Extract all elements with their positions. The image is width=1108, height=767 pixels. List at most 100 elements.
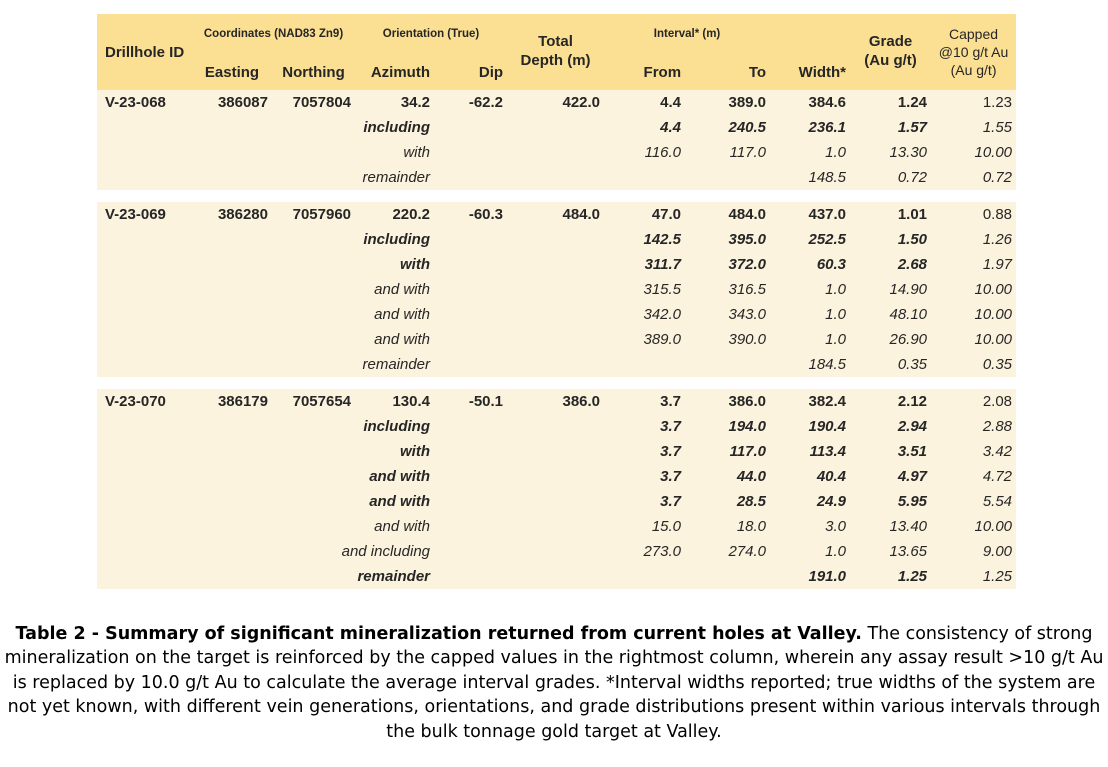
cell-interval-label: and with (97, 302, 435, 327)
cell-dip-empty (434, 564, 508, 589)
cell-dip-empty (434, 227, 508, 252)
cell-to: 390.0 (685, 327, 771, 352)
cell-from: 47.0 (604, 202, 686, 227)
group-spacer-row (97, 190, 1017, 202)
cell-drillhole-id: V-23-070 (97, 389, 192, 414)
interval-sub-row: with 116.0 117.0 1.0 13.30 10.00 (97, 140, 1017, 165)
caption-bold-text: Table 2 - Summary of significant mineral… (15, 623, 862, 644)
cell-dip-empty (434, 302, 508, 327)
cell-easting: 386179 (192, 389, 272, 414)
interval-sub-row: and including 273.0 274.0 1.0 13.65 9.00 (97, 539, 1017, 564)
table-body: V-23-068 386087 7057804 34.2 -62.2 422.0 4.4 38… (97, 90, 1017, 589)
interval-sub-row: and with 389.0 390.0 1.0 26.90 10.00 (97, 327, 1017, 352)
cell-from: 3.7 (604, 464, 686, 489)
cell-from: 116.0 (604, 140, 686, 165)
cell-to (685, 165, 771, 190)
header-capped: Capped @10 g/t Au (Au g/t) (931, 14, 1017, 90)
header-width-spacer (770, 14, 851, 54)
cell-width: 384.6 (770, 90, 851, 115)
cell-total-depth: 422.0 (507, 90, 605, 115)
cell-from (604, 165, 686, 190)
cell-dip-empty (434, 327, 508, 352)
cell-capped: 0.88 (931, 202, 1017, 227)
cell-capped: 0.35 (931, 352, 1017, 377)
cell-interval-label: and with (97, 489, 435, 514)
cell-capped: 2.08 (931, 389, 1017, 414)
header-azimuth: Azimuth (355, 54, 435, 90)
cell-azimuth: 130.4 (355, 389, 435, 414)
cell-width: 1.0 (770, 302, 851, 327)
cell-from: 15.0 (604, 514, 686, 539)
cell-dip: -50.1 (434, 389, 508, 414)
cell-total-depth: 386.0 (507, 389, 605, 414)
cell-drillhole-id: V-23-069 (97, 202, 192, 227)
cell-capped: 10.00 (931, 514, 1017, 539)
cell-width: 148.5 (770, 165, 851, 190)
cell-to: 316.5 (685, 277, 771, 302)
cell-width: 3.0 (770, 514, 851, 539)
cell-width: 184.5 (770, 352, 851, 377)
interval-sub-row: including 142.5 395.0 252.5 1.50 1.26 (97, 227, 1017, 252)
cell-interval-label: and with (97, 277, 435, 302)
cell-capped: 1.26 (931, 227, 1017, 252)
cell-to: 372.0 (685, 252, 771, 277)
cell-depth-empty (507, 140, 605, 165)
cell-width: 236.1 (770, 115, 851, 140)
cell-grade: 1.01 (850, 202, 932, 227)
cell-azimuth: 34.2 (355, 90, 435, 115)
spacer-cell (97, 377, 1017, 389)
cell-width: 1.0 (770, 539, 851, 564)
drillhole-main-row: V-23-070 386179 7057654 130.4 -50.1 386.0 3.7 3… (97, 389, 1017, 414)
cell-drillhole-id: V-23-068 (97, 90, 192, 115)
cell-capped: 0.72 (931, 165, 1017, 190)
cell-depth-empty (507, 227, 605, 252)
caption-body-text: The consistency of strong mineralization… (4, 623, 1104, 742)
cell-depth-empty (507, 489, 605, 514)
cell-capped: 2.88 (931, 414, 1017, 439)
cell-total-depth: 484.0 (507, 202, 605, 227)
cell-interval-label: with (97, 439, 435, 464)
cell-from: 315.5 (604, 277, 686, 302)
cell-grade: 2.94 (850, 414, 932, 439)
cell-grade: 1.24 (850, 90, 932, 115)
cell-dip-empty (434, 489, 508, 514)
cell-interval-label: remainder (97, 165, 435, 190)
cell-grade: 2.12 (850, 389, 932, 414)
cell-depth-empty (507, 539, 605, 564)
cell-to: 44.0 (685, 464, 771, 489)
cell-width: 191.0 (770, 564, 851, 589)
cell-to: 240.5 (685, 115, 771, 140)
cell-from (604, 564, 686, 589)
cell-capped: 10.00 (931, 140, 1017, 165)
interval-sub-row: including 4.4 240.5 236.1 1.57 1.55 (97, 115, 1017, 140)
cell-width: 1.0 (770, 327, 851, 352)
header-total-depth: Total Depth (m) (507, 14, 605, 90)
cell-capped: 5.54 (931, 489, 1017, 514)
cell-depth-empty (507, 252, 605, 277)
cell-width: 60.3 (770, 252, 851, 277)
interval-sub-row: with 311.7 372.0 60.3 2.68 1.97 (97, 252, 1017, 277)
cell-interval-label: and with (97, 514, 435, 539)
cell-from (604, 352, 686, 377)
cell-from: 4.4 (604, 90, 686, 115)
interval-sub-row: and with 3.7 28.5 24.9 5.95 5.54 (97, 489, 1017, 514)
header-dip: Dip (434, 54, 508, 90)
cell-from: 311.7 (604, 252, 686, 277)
cell-interval-label: including (97, 414, 435, 439)
interval-sub-row: including 3.7 194.0 190.4 2.94 2.88 (97, 414, 1017, 439)
cell-northing: 7057960 (272, 202, 356, 227)
cell-interval-label: and with (97, 327, 435, 352)
drillhole-main-row: V-23-068 386087 7057804 34.2 -62.2 422.0 4.4 38… (97, 90, 1017, 115)
cell-grade: 5.95 (850, 489, 932, 514)
cell-from: 389.0 (604, 327, 686, 352)
cell-to (685, 352, 771, 377)
cell-to: 117.0 (685, 140, 771, 165)
cell-easting: 386087 (192, 90, 272, 115)
cell-to: 484.0 (685, 202, 771, 227)
cell-capped: 10.00 (931, 277, 1017, 302)
cell-capped: 1.23 (931, 90, 1017, 115)
cell-from: 3.7 (604, 489, 686, 514)
cell-capped: 3.42 (931, 439, 1017, 464)
cell-capped: 1.25 (931, 564, 1017, 589)
